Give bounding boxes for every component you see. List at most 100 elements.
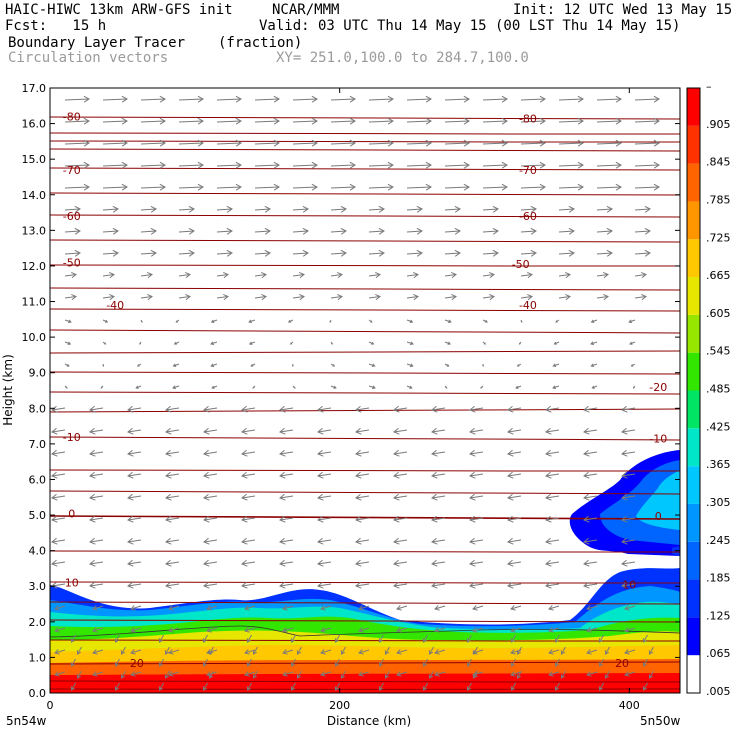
wind-vector bbox=[469, 537, 484, 545]
wind-vector bbox=[279, 581, 294, 589]
wind-vector bbox=[469, 493, 484, 501]
tracer-fill bbox=[49, 450, 681, 693]
wind-vector bbox=[552, 385, 560, 390]
colorbar-swatch bbox=[687, 390, 700, 429]
wind-vector bbox=[444, 205, 461, 213]
wind-vector bbox=[434, 649, 446, 655]
wind-vector bbox=[510, 682, 516, 691]
wind-vector bbox=[64, 319, 72, 324]
wind-vector bbox=[624, 627, 636, 633]
wind-vector bbox=[178, 161, 204, 169]
wind-vector bbox=[202, 634, 208, 643]
wind-vector bbox=[203, 449, 218, 457]
wind-vector bbox=[393, 537, 408, 545]
contour-label: -40 bbox=[106, 299, 124, 312]
wind-vector bbox=[634, 95, 660, 103]
wind-vector bbox=[206, 627, 218, 633]
temperature-contour bbox=[49, 391, 681, 395]
wind-vector bbox=[507, 559, 522, 567]
wind-vector bbox=[291, 363, 294, 367]
wind-vector bbox=[89, 427, 104, 435]
wind-vector bbox=[64, 205, 81, 213]
wind-vector bbox=[202, 682, 208, 691]
contour-label: 10 bbox=[65, 577, 79, 590]
wind-vector bbox=[102, 117, 128, 125]
wind-vector bbox=[289, 341, 294, 345]
wind-vector bbox=[51, 427, 66, 435]
wind-vector bbox=[317, 515, 332, 523]
wind-vector bbox=[355, 493, 370, 501]
wind-vector bbox=[89, 405, 104, 413]
wind-vector bbox=[428, 670, 434, 679]
wind-vector bbox=[358, 671, 370, 677]
circulation-vectors bbox=[51, 95, 660, 691]
wind-vector bbox=[434, 605, 446, 611]
wind-vector bbox=[252, 385, 256, 389]
contour-label: -70 bbox=[63, 164, 81, 177]
wind-vector bbox=[165, 537, 180, 545]
wind-vector bbox=[545, 559, 560, 567]
wind-vector bbox=[482, 139, 508, 147]
wind-vector bbox=[254, 205, 271, 213]
wind-vector bbox=[482, 272, 495, 279]
wind-vector bbox=[520, 249, 537, 257]
wind-vector bbox=[406, 249, 423, 257]
wind-vector bbox=[396, 605, 408, 611]
y-tick-label: 0.0 bbox=[29, 687, 47, 700]
colorbar-label: .665 bbox=[706, 269, 731, 282]
x-tick-label: 0 bbox=[47, 699, 54, 712]
wind-vector bbox=[51, 471, 66, 479]
colorbar-label: .365 bbox=[706, 458, 731, 471]
wind-vector bbox=[368, 272, 381, 279]
wind-vector bbox=[140, 95, 166, 103]
wind-vector bbox=[629, 341, 636, 345]
wind-vector bbox=[287, 319, 294, 323]
temperature-contour bbox=[49, 408, 681, 413]
wind-vector bbox=[393, 515, 408, 523]
wind-vector bbox=[596, 161, 622, 169]
temperature-contour bbox=[49, 601, 681, 605]
wind-vector bbox=[51, 493, 66, 501]
wind-vector bbox=[241, 581, 256, 589]
wind-vector bbox=[406, 227, 423, 235]
wind-vector bbox=[54, 649, 66, 655]
wind-vector bbox=[393, 427, 408, 435]
colorbar-label: .005 bbox=[706, 685, 731, 698]
wind-vector bbox=[604, 670, 610, 679]
wind-vector bbox=[444, 319, 452, 324]
wind-vector bbox=[596, 183, 622, 191]
contour-label: -20 bbox=[649, 381, 667, 394]
wind-vector bbox=[246, 658, 252, 667]
wind-vector bbox=[406, 183, 432, 191]
wind-vector bbox=[168, 627, 180, 633]
wind-vector bbox=[140, 227, 157, 235]
temperature-contour bbox=[49, 639, 681, 642]
wind-vector bbox=[102, 161, 128, 169]
wind-vector bbox=[368, 183, 394, 191]
wind-vector bbox=[203, 515, 218, 523]
wind-vector bbox=[472, 627, 484, 633]
contour-label: -40 bbox=[519, 299, 537, 312]
wind-vector bbox=[444, 249, 461, 257]
wind-vector bbox=[510, 658, 516, 667]
y-tick-label: 10.0 bbox=[22, 331, 47, 344]
wind-vector bbox=[520, 319, 523, 323]
wind-vector bbox=[583, 449, 598, 457]
wind-vector bbox=[621, 427, 636, 435]
wind-vector bbox=[64, 161, 90, 169]
wind-vector bbox=[292, 183, 318, 191]
temperature-contour bbox=[49, 167, 681, 171]
wind-vector bbox=[368, 249, 385, 257]
wind-vector bbox=[630, 363, 636, 367]
wind-vector bbox=[520, 117, 546, 125]
wind-vector bbox=[178, 117, 204, 125]
y-tick-label: 8.0 bbox=[29, 402, 47, 415]
wind-vector bbox=[422, 682, 428, 691]
wind-vector bbox=[634, 294, 647, 301]
wind-vector bbox=[431, 493, 446, 501]
wind-vector bbox=[406, 319, 414, 323]
wind-vector bbox=[469, 405, 484, 413]
temperature-contour bbox=[49, 490, 681, 495]
wind-vector bbox=[330, 139, 356, 147]
colorbar-label: .185 bbox=[706, 572, 731, 585]
